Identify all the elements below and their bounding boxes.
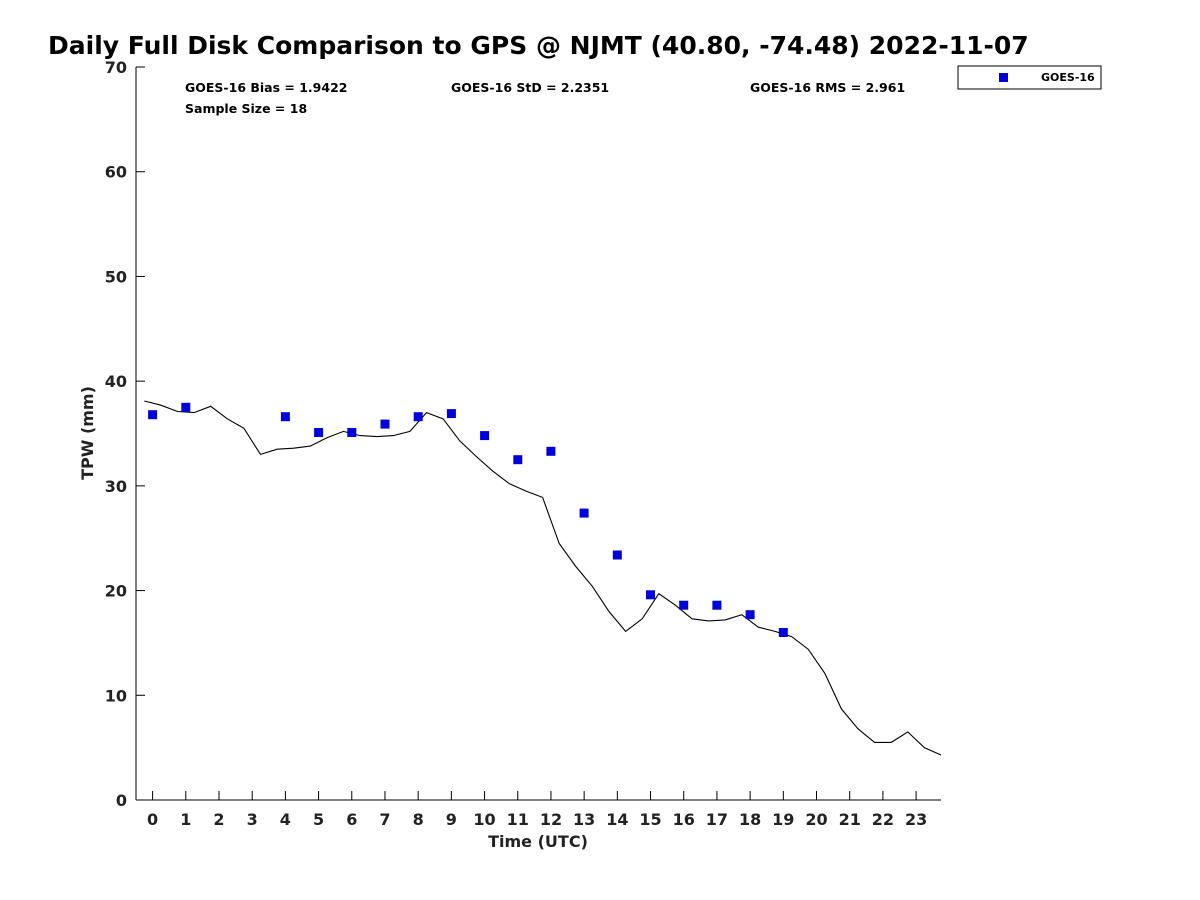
x-tick-label: 2 <box>213 810 224 829</box>
goes16-point <box>380 419 390 429</box>
goes16-point <box>480 431 490 441</box>
goes16-point <box>413 412 423 422</box>
x-tick-label: 17 <box>706 810 728 829</box>
x-tick-label: 3 <box>247 810 258 829</box>
x-tick-label: 5 <box>313 810 324 829</box>
goes16-point <box>612 550 622 560</box>
x-tick-label: 11 <box>507 810 529 829</box>
x-tick-label: 13 <box>573 810 595 829</box>
goes16-point <box>314 428 324 437</box>
bias-stat: GOES-16 Bias = 1.9422 <box>185 80 347 95</box>
chart-title: Daily Full Disk Comparison to GPS @ NJMT… <box>48 31 1029 60</box>
x-tick-label: 14 <box>606 810 628 829</box>
x-axis-ticks: 0 1 2 3 4 5 6 7 8 9 10 11 12 13 14 15 16 17 18 19 20 21 22 23 <box>147 791 927 829</box>
goes16-point <box>546 446 556 456</box>
y-axis-label: TPW (mm) <box>78 386 97 480</box>
goes16-point <box>280 412 290 422</box>
x-tick-label: 20 <box>805 810 827 829</box>
sample-size-stat: Sample Size = 18 <box>185 101 307 116</box>
x-tick-label: 19 <box>772 810 794 829</box>
goes16-point <box>646 590 655 600</box>
x-tick-label: 4 <box>280 810 291 829</box>
y-tick-label: 20 <box>105 582 127 601</box>
plot-frame <box>136 67 941 800</box>
y-tick-label: 70 <box>105 58 127 77</box>
y-tick-label: 40 <box>105 372 127 391</box>
legend-box <box>957 65 1102 90</box>
legend-label-goes16: GOES-16 <box>1041 71 1095 84</box>
goes16-point <box>778 628 788 637</box>
rms-stat: GOES-16 RMS = 2.961 <box>750 80 905 95</box>
goes16-point <box>347 428 357 437</box>
x-tick-label: 22 <box>872 810 894 829</box>
y-tick-label: 50 <box>105 267 127 286</box>
x-tick-label: 21 <box>839 810 861 829</box>
y-tick-label: 0 <box>116 791 127 810</box>
x-axis-label: Time (UTC) <box>488 832 588 851</box>
x-tick-label: 10 <box>473 810 495 829</box>
goes16-point <box>513 455 523 465</box>
legend: GOES-16 <box>957 65 1102 90</box>
gps-line <box>144 400 942 756</box>
x-tick-label: 15 <box>639 810 661 829</box>
goes16-point <box>745 610 755 620</box>
goes16-point <box>579 508 589 518</box>
x-tick-label: 0 <box>147 810 158 829</box>
y-tick-label: 30 <box>105 477 127 496</box>
goes16-point <box>181 402 191 412</box>
std-stat: GOES-16 StD = 2.2351 <box>451 80 609 95</box>
legend-marker-goes16 <box>999 73 1008 82</box>
goes16-point-series <box>148 402 788 637</box>
x-tick-label: 23 <box>905 810 927 829</box>
goes16-point <box>712 600 722 610</box>
goes16-point <box>148 410 158 420</box>
x-tick-label: 1 <box>180 810 191 829</box>
x-tick-label: 12 <box>540 810 562 829</box>
x-tick-label: 7 <box>379 810 390 829</box>
y-tick-label: 60 <box>105 163 127 182</box>
x-tick-label: 8 <box>413 810 424 829</box>
x-tick-label: 6 <box>346 810 357 829</box>
goes16-point <box>446 409 456 419</box>
x-tick-label: 9 <box>446 810 457 829</box>
x-tick-label: 16 <box>673 810 695 829</box>
x-tick-label: 18 <box>739 810 761 829</box>
y-axis-ticks: 0 10 20 30 40 50 60 70 <box>105 58 145 810</box>
y-tick-label: 10 <box>105 686 127 705</box>
goes16-point <box>679 600 689 610</box>
gps-line-series <box>144 400 942 756</box>
